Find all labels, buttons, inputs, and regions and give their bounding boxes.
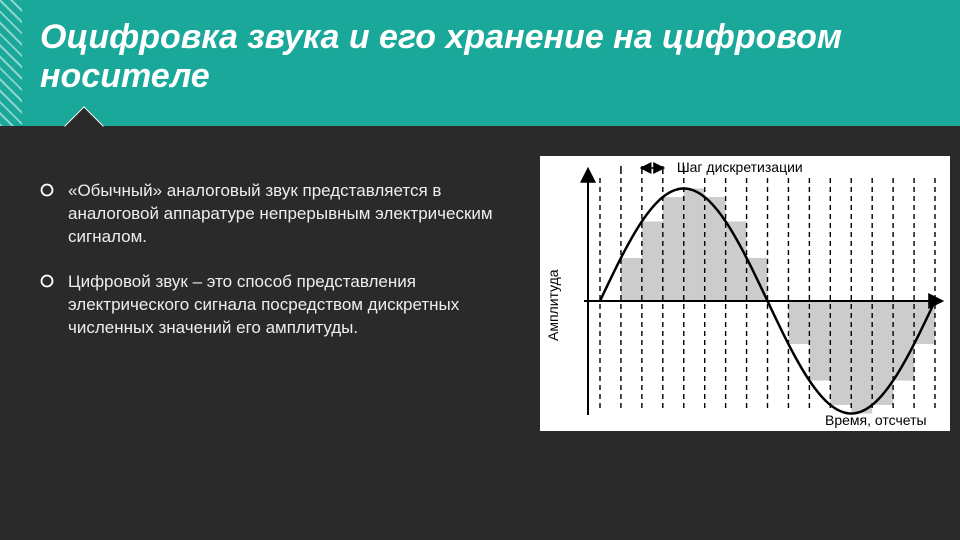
slide-header: Оцифровка звука и его хранение на цифров… [0,0,960,126]
chart-svg: Шаг дискретизации Амплитуда Время, отсчеты [540,156,950,431]
slide-title: Оцифровка звука и его хранение на цифров… [40,18,920,96]
circle-icon [40,183,54,249]
content-area: «Обычный» аналоговый звук представляется… [0,126,960,461]
header-stripe-pattern [0,0,22,126]
svg-text:Шаг дискретизации: Шаг дискретизации [677,159,803,175]
list-item: «Обычный» аналоговый звук представляется… [40,180,520,249]
svg-text:Амплитуда: Амплитуда [545,269,561,341]
circle-icon [40,274,54,340]
bullet-list: «Обычный» аналоговый звук представляется… [40,156,520,362]
list-item: Цифровой звук – это способ представления… [40,271,520,340]
bullet-text: «Обычный» аналоговый звук представляется… [68,180,520,249]
bullet-text: Цифровой звук – это способ представления… [68,271,520,340]
svg-text:Время, отсчеты: Время, отсчеты [825,412,927,428]
signal-chart: Шаг дискретизации Амплитуда Время, отсчеты [540,156,950,431]
